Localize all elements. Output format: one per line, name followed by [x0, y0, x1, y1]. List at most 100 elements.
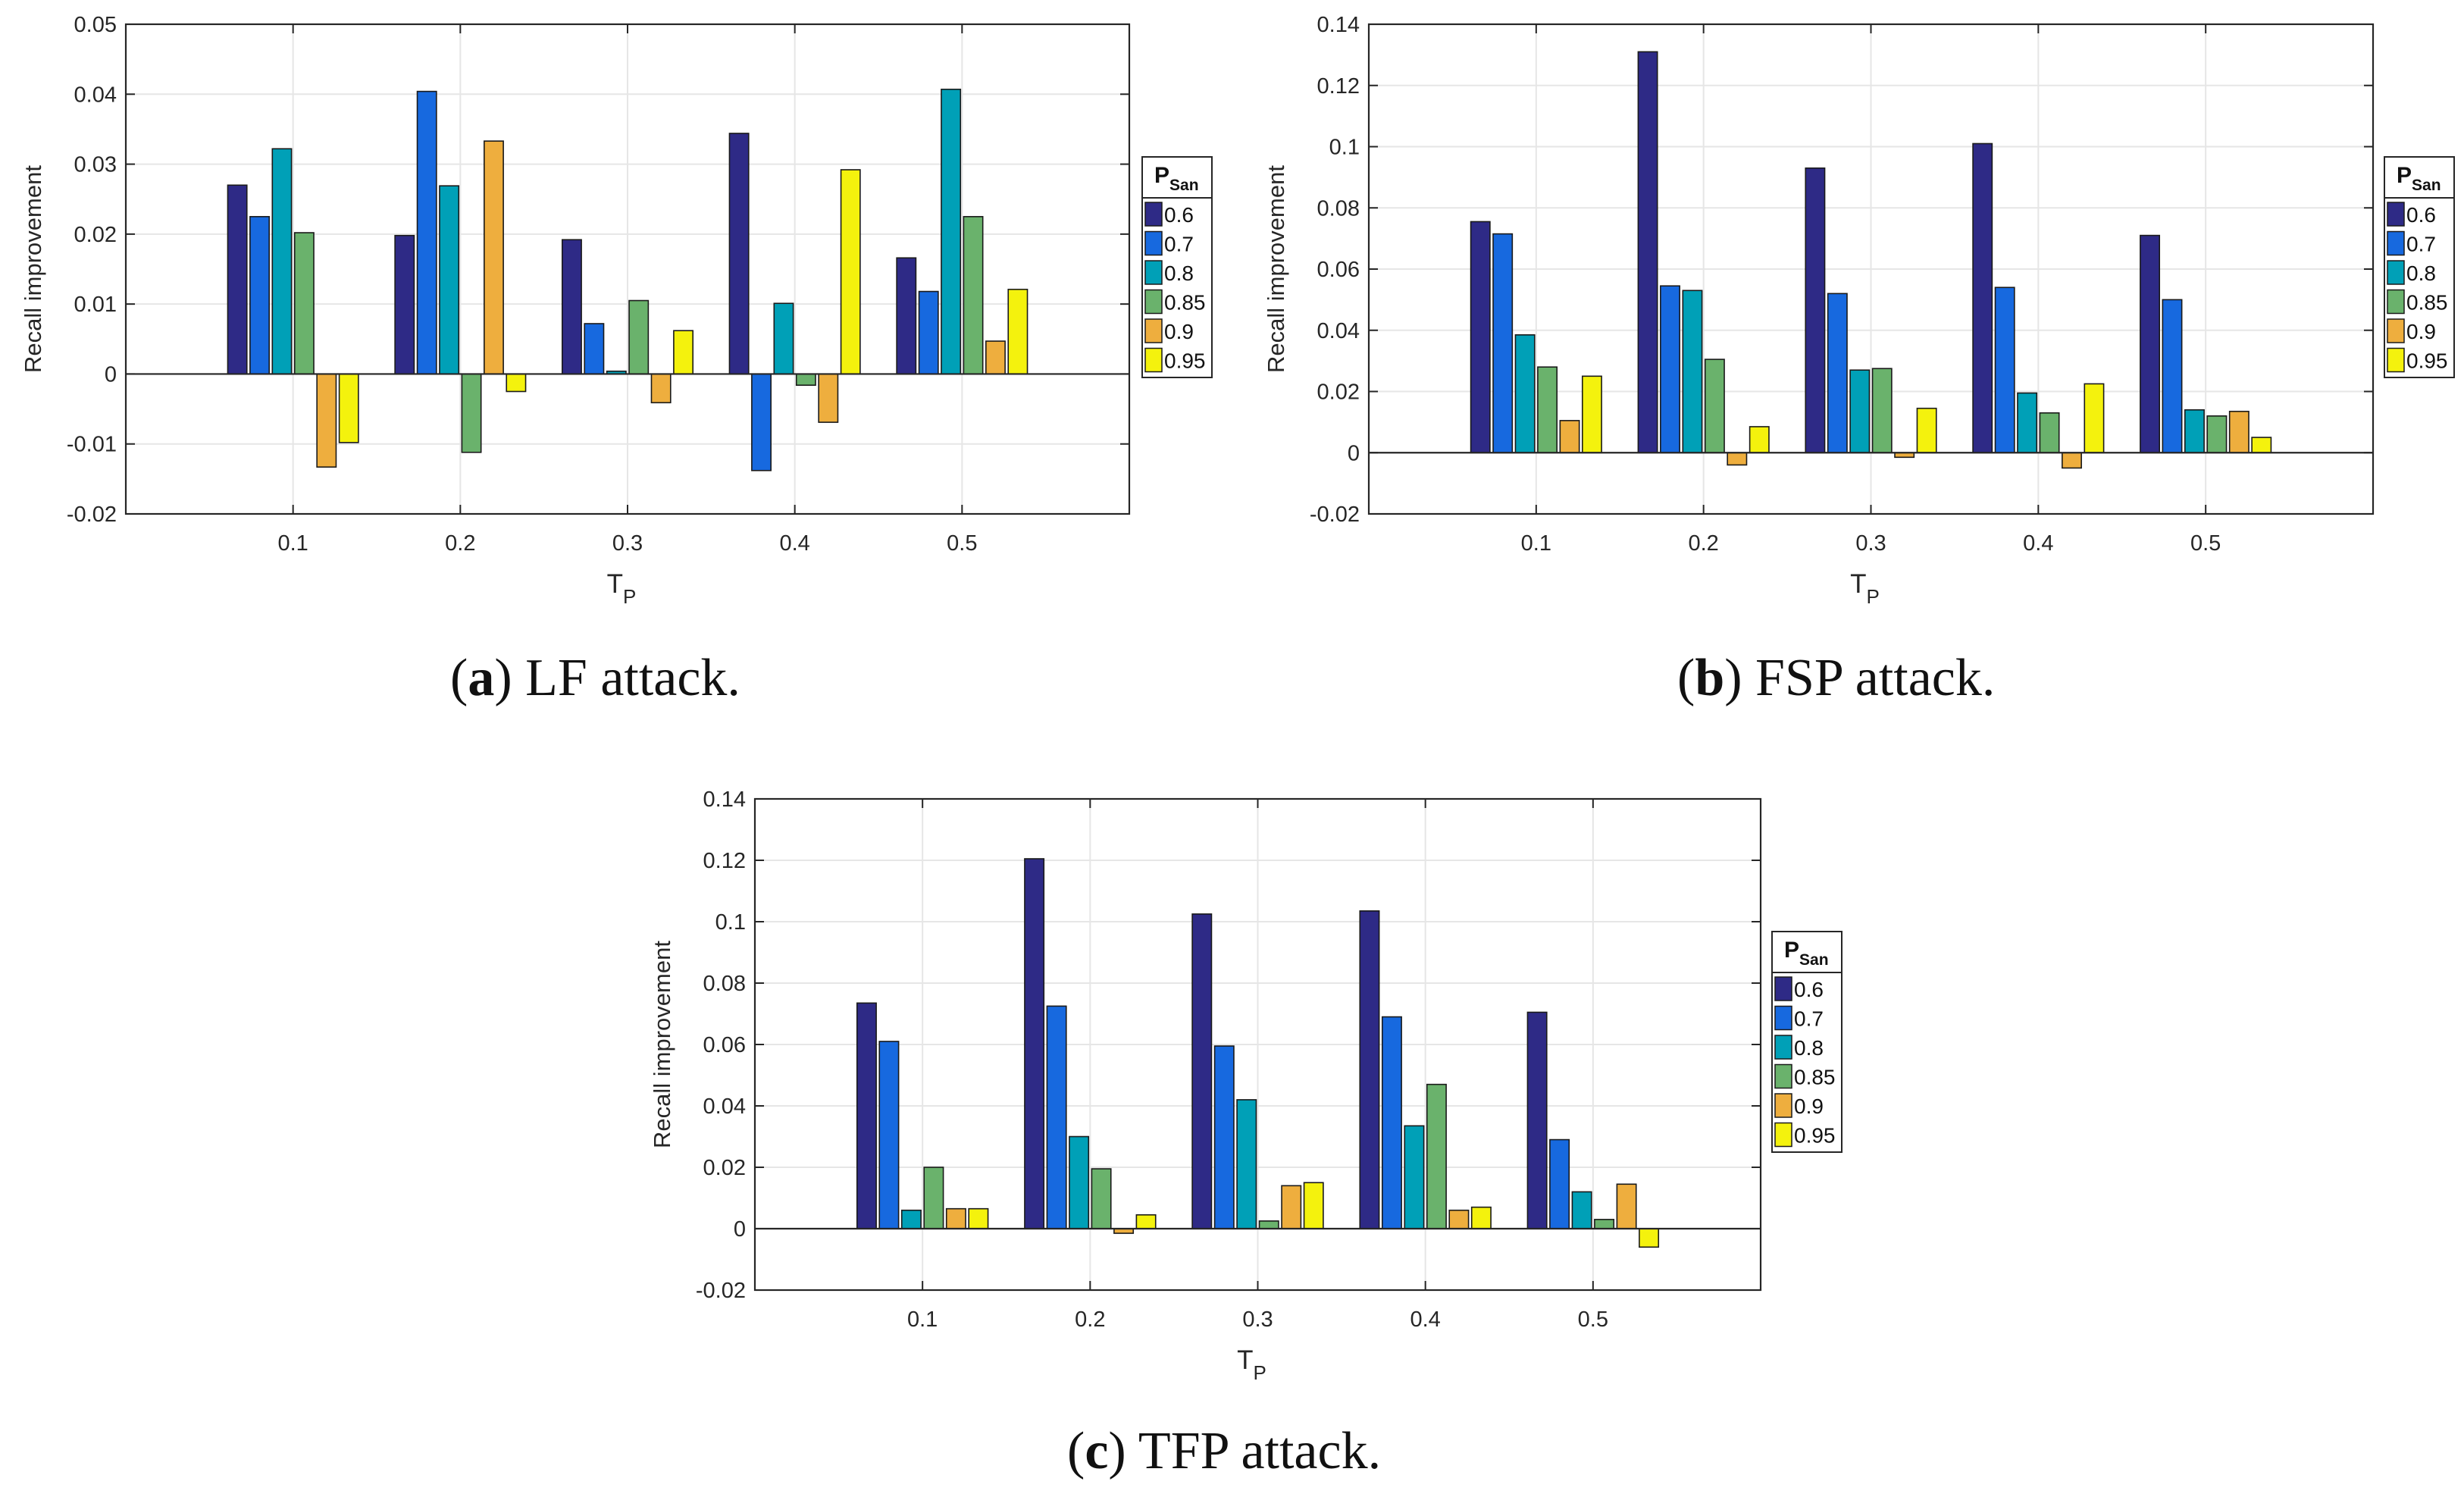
y-tick-label: 0.12	[1317, 74, 1360, 99]
legend-label-0.7: 0.7	[1164, 233, 1194, 256]
x-tick-label: 0.5	[2190, 531, 2221, 556]
y-tick-label: 0.03	[74, 153, 117, 177]
x-tick-label: 0.3	[1242, 1308, 1273, 1332]
legend: PSan 0.6 0.7 0.8 0.85 0.9 0.95	[1771, 931, 1843, 1153]
chart-2: -0.02 0 0.02 0.04 0.06 0.08 0.1 0.12 0.14 0.1 0.2 0…	[649, 788, 1843, 1384]
y-axis-label: Recall improvement	[20, 165, 46, 373]
y-tick-label: 0	[1348, 441, 1360, 465]
y-tick-label: 0.02	[74, 223, 117, 247]
y-tick-label: -0.02	[1310, 503, 1360, 527]
bar-0.7-0.1	[1492, 233, 1514, 454]
x-tick-label: 0.2	[445, 531, 475, 556]
bar-0.7-0.2	[1660, 285, 1680, 454]
bar-0.95-0.1	[968, 1207, 989, 1229]
caption-a-letter: a	[468, 649, 495, 707]
bar-0.95-0.1	[1581, 375, 1602, 454]
caption-c-text: ) TFP attack.	[1108, 1422, 1382, 1480]
x-tick-label: 0.3	[1855, 531, 1886, 556]
y-tick-label: 0.1	[1329, 136, 1360, 160]
bar-0.8-0.2	[1682, 290, 1703, 454]
bar-0.7-0.1	[249, 215, 270, 375]
y-axis-label: Recall improvement	[1263, 165, 1289, 373]
bar-0.95-0.5	[1639, 1228, 1660, 1248]
bar-0.8-0.1	[1514, 334, 1536, 454]
legend-label-0.6: 0.6	[2406, 203, 2436, 227]
bar-0.6-0.2	[394, 234, 415, 375]
bar-0.95-0.2	[1135, 1214, 1157, 1229]
legend-label-0.85: 0.85	[2406, 291, 2448, 315]
bar-0.85-0.2	[461, 373, 482, 453]
bar-0.6-0.5	[2140, 234, 2161, 454]
legend-label-0.9: 0.9	[2406, 320, 2436, 343]
y-tick-label: 0.06	[703, 1033, 746, 1057]
bar-0.95-0.1	[338, 373, 359, 443]
x-tick-label: 0.2	[1075, 1308, 1105, 1332]
y-tick-label: 0.04	[1317, 319, 1360, 343]
bar-0.6-0.4	[1972, 142, 1993, 454]
y-tick-label: 0.04	[74, 83, 117, 107]
caption-b: (b) FSP attack.	[1677, 649, 1996, 707]
legend-label-0.6: 0.6	[1794, 978, 1824, 1001]
legend-label-0.8: 0.8	[1164, 262, 1194, 285]
legend-label-0.8: 0.8	[1794, 1036, 1824, 1060]
legend-swatch-0.7	[1144, 230, 1163, 256]
bar-0.7-0.2	[416, 90, 437, 375]
legend-title: PSan	[2397, 163, 2441, 194]
bar-0.9-0.4	[818, 373, 839, 423]
bar-0.8-0.3	[1236, 1099, 1257, 1229]
y-tick-label: 0.05	[74, 13, 117, 37]
bar-0.8-0.3	[1849, 369, 1871, 454]
legend-swatch-0.6	[1774, 976, 1792, 1001]
caption-b-text: ) FSP attack.	[1724, 649, 1996, 707]
bar-0.7-0.4	[1381, 1016, 1402, 1229]
bar-0.9-0.3	[1281, 1185, 1302, 1229]
bar-0.6-0.2	[1024, 858, 1045, 1229]
legend-swatch-0.95	[1774, 1122, 1792, 1148]
legend-label-0.6: 0.6	[1164, 203, 1194, 227]
legend-label-0.7: 0.7	[2406, 233, 2436, 256]
bar-0.85-0.2	[1091, 1168, 1112, 1229]
bar-0.7-0.2	[1046, 1005, 1067, 1229]
bar-0.95-0.4	[2084, 383, 2105, 454]
bar-0.9-0.1	[1559, 420, 1580, 454]
x-tick-label: 0.1	[278, 531, 308, 556]
bar-0.9-0.4	[1448, 1209, 1470, 1229]
x-tick-label: 0.1	[907, 1308, 938, 1332]
y-tick-label: 0.12	[703, 849, 746, 873]
legend-swatch-0.7	[1774, 1005, 1792, 1031]
bar-0.7-0.4	[1994, 287, 2015, 454]
bar-0.85-0.4	[1426, 1083, 1447, 1229]
bar-0.8-0.1	[900, 1209, 922, 1229]
bar-0.8-0.4	[773, 302, 794, 375]
legend: PSan 0.6 0.7 0.8 0.85 0.9 0.95	[2384, 156, 2455, 378]
y-tick-label: 0.08	[1317, 196, 1360, 221]
bar-0.6-0.4	[1359, 910, 1380, 1229]
bar-0.8-0.5	[2184, 409, 2205, 454]
y-tick-label: 0.02	[1317, 381, 1360, 405]
y-tick-label: 0.01	[74, 293, 117, 317]
bar-0.9-0.1	[945, 1207, 966, 1229]
caption-c: (c) TFP attack.	[1067, 1422, 1382, 1480]
bar-0.95-0.3	[1303, 1182, 1324, 1229]
bar-0.8-0.1	[271, 148, 293, 375]
chart-0: -0.02 -0.01 0 0.01 0.02 0.03 0.04 0.05 0.1 0.2 0.3…	[20, 13, 1213, 608]
y-tick-label: -0.02	[696, 1279, 746, 1303]
x-tick-label: 0.3	[612, 531, 643, 556]
bar-0.9-0.4	[2062, 452, 2082, 469]
legend-swatch-0.7	[2387, 230, 2405, 256]
legend-label-0.95: 0.95	[1164, 349, 1206, 373]
y-tick-label: 0.02	[703, 1156, 746, 1180]
bar-0.9-0.2	[1727, 452, 1748, 466]
legend-label-0.85: 0.85	[1794, 1066, 1836, 1089]
legend-title: PSan	[1154, 163, 1199, 194]
legend-label-0.95: 0.95	[1794, 1124, 1836, 1148]
bar-0.8-0.5	[1571, 1191, 1592, 1229]
y-tick-label: 0.1	[715, 910, 746, 935]
bar-0.7-0.4	[751, 373, 772, 471]
legend-label-0.85: 0.85	[1164, 291, 1206, 315]
caption-a-text: ) LF attack.	[494, 649, 740, 707]
bar-0.85-0.5	[1594, 1219, 1615, 1229]
legend-swatch-0.9	[2387, 318, 2405, 343]
y-axis-label: Recall improvement	[649, 941, 675, 1148]
